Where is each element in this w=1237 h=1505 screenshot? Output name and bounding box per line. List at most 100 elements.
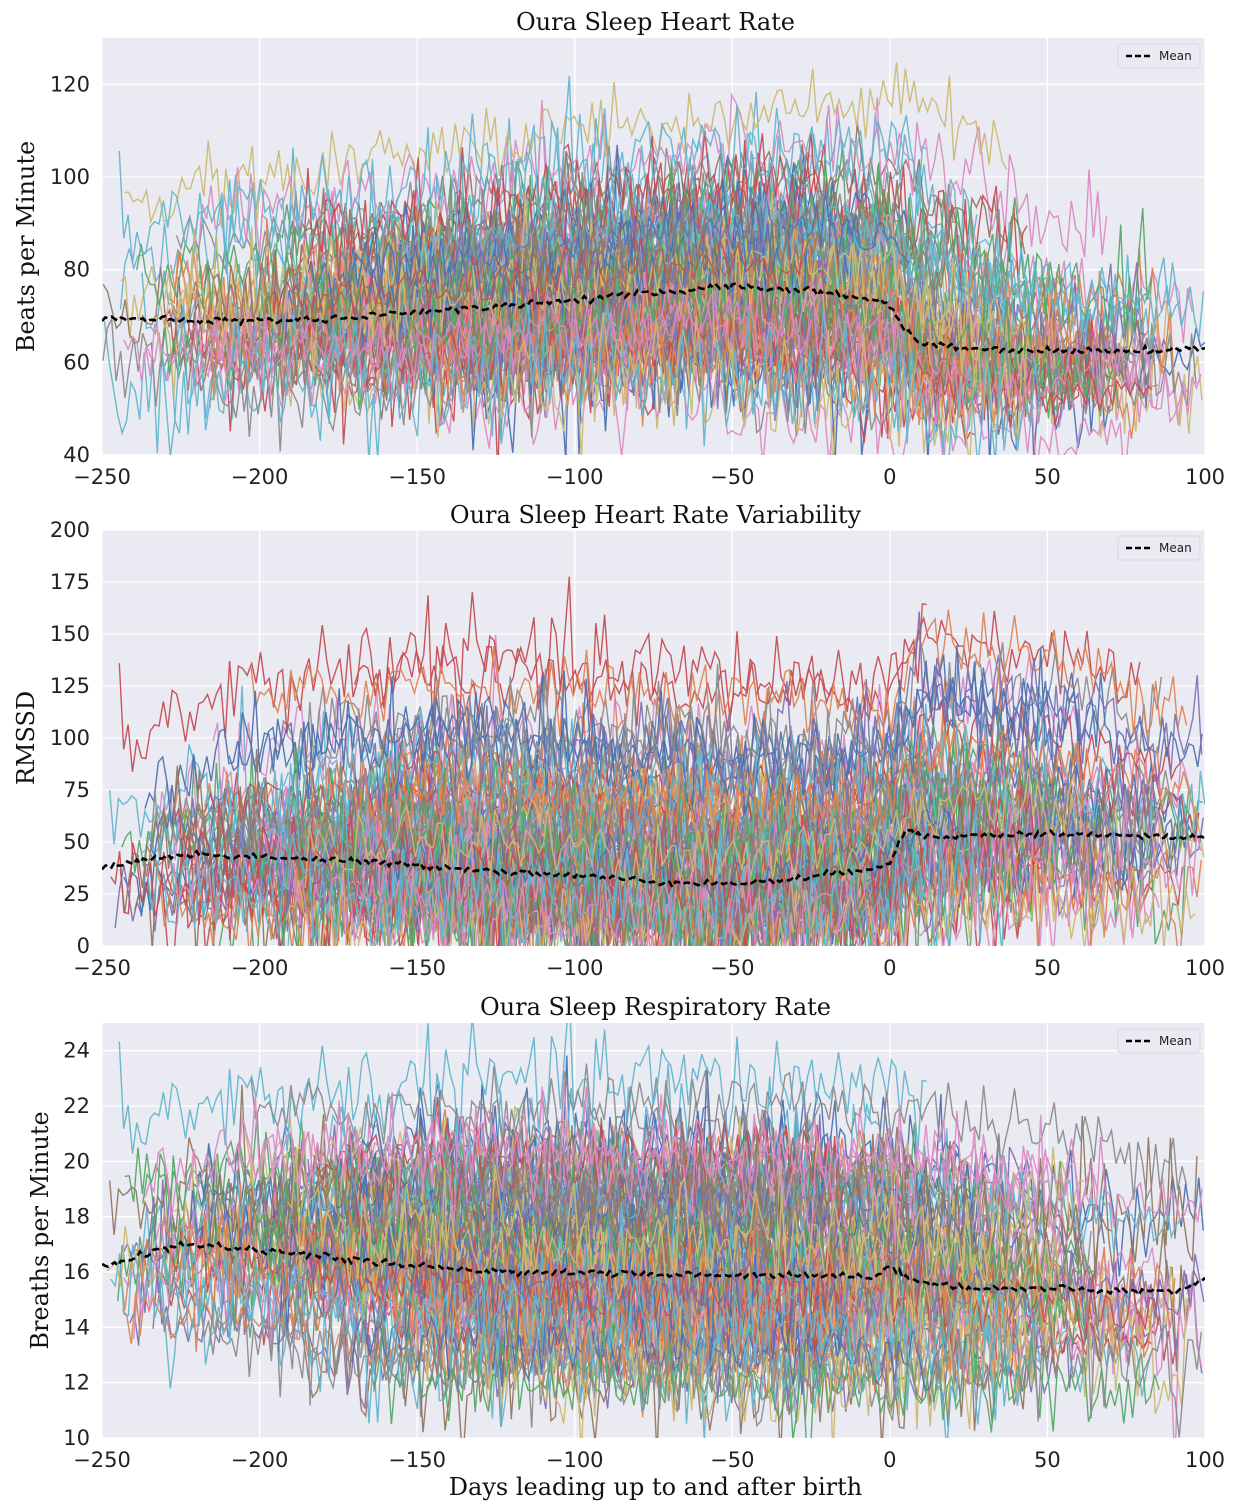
individual-series-line <box>118 1023 927 1165</box>
individual-series-group <box>102 62 1205 455</box>
x-tick-label: −250 <box>73 465 131 489</box>
individual-series-line <box>279 1116 1045 1269</box>
x-tick-label: −250 <box>73 1448 131 1472</box>
individual-series-line <box>307 139 825 281</box>
individual-series-line <box>203 187 832 340</box>
x-tick-label: −200 <box>231 465 289 489</box>
individual-series-line <box>163 779 1008 946</box>
individual-series-line <box>348 190 910 299</box>
mean-series-line <box>102 1240 1205 1298</box>
individual-series-line <box>353 610 1141 727</box>
individual-series-line <box>285 846 1196 946</box>
individual-series-line <box>411 611 1203 830</box>
chart-panel-1: −250 −200 −150 −100 −50 0 50 100 40 60 80 100 120 Our… <box>12 8 1225 489</box>
x-tick-label: 50 <box>1034 1448 1061 1472</box>
individual-series-line <box>348 742 910 841</box>
individual-series-line <box>479 312 1028 455</box>
y-tick-label: 40 <box>63 443 90 467</box>
individual-series-line <box>269 229 805 336</box>
y-tick-label: 14 <box>63 1315 90 1339</box>
y-tick-label: 60 <box>63 350 90 374</box>
individual-series-group <box>109 576 1205 946</box>
chart-title: Oura Sleep Heart Rate <box>516 8 795 36</box>
individual-series-line <box>110 1244 1042 1382</box>
y-axis-label: Breaths per Minute <box>26 1111 54 1349</box>
y-tick-label: 80 <box>63 258 90 282</box>
individual-series-line <box>173 784 1045 931</box>
x-tick-label: 100 <box>1185 1448 1225 1472</box>
y-axis-label: RMSSD <box>12 691 40 785</box>
legend-frame <box>1117 1028 1201 1054</box>
y-tick-label: 50 <box>63 830 90 854</box>
x-axis-label: Days leading up to and after birth <box>449 1473 862 1501</box>
individual-series-line <box>160 302 1041 455</box>
individual-series-line <box>342 735 1191 891</box>
x-tick-label: −200 <box>231 956 289 980</box>
chart-panel-3: −250 −200 −150 −100 −50 0 50 100 10 12 14 16 18 20 22 2… <box>26 993 1225 1501</box>
legend-frame <box>1117 535 1201 561</box>
x-tick-label: 0 <box>883 465 896 489</box>
y-axis-label: Beats per Minute <box>12 141 40 352</box>
individual-series-line <box>118 75 928 265</box>
individual-series-group <box>106 1023 1205 1438</box>
y-tick-label: 175 <box>50 570 90 594</box>
legend: Mean <box>1117 535 1201 561</box>
x-tick-label: 0 <box>883 1448 896 1472</box>
individual-series-line <box>469 1121 803 1248</box>
y-tick-label: 10 <box>63 1426 90 1450</box>
x-tick-label: −150 <box>388 465 446 489</box>
y-tick-label: 100 <box>50 165 90 189</box>
individual-series-line <box>286 1147 1061 1300</box>
x-tick-label: −250 <box>73 956 131 980</box>
y-tick-label: 16 <box>63 1260 90 1284</box>
individual-series-line <box>452 663 908 817</box>
x-tick-label: −100 <box>546 1448 604 1472</box>
x-tick-label: −50 <box>710 465 754 489</box>
y-tick-label: 22 <box>63 1094 90 1118</box>
legend: Mean <box>1117 1028 1201 1054</box>
individual-series-line <box>252 795 850 946</box>
chart-panel-2: −250 −200 −150 −100 −50 0 50 100 0 25 50 75 100 125 15… <box>12 501 1225 980</box>
x-tick-label: 50 <box>1034 956 1061 980</box>
mean-series-line <box>102 828 1205 890</box>
individual-series-line <box>155 1228 1202 1438</box>
chart-title: Oura Sleep Respiratory Rate <box>480 993 831 1021</box>
y-tick-label: 25 <box>63 882 90 906</box>
y-tick-label: 150 <box>50 622 90 646</box>
individual-series-line <box>423 1221 1017 1366</box>
y-tick-label: 200 <box>50 518 90 542</box>
x-tick-label: −50 <box>710 956 754 980</box>
individual-series-line <box>304 768 1083 889</box>
legend-label-mean: Mean <box>1159 49 1192 63</box>
x-tick-label: 0 <box>883 956 896 980</box>
x-tick-label: −150 <box>388 1448 446 1472</box>
y-tick-label: 24 <box>63 1039 90 1063</box>
individual-series-line <box>228 1113 1051 1209</box>
chart-title: Oura Sleep Heart Rate Variability <box>450 501 862 529</box>
y-tick-label: 20 <box>63 1149 90 1173</box>
legend: Mean <box>1117 43 1201 69</box>
y-tick-label: 125 <box>50 674 90 698</box>
x-tick-label: −100 <box>546 465 604 489</box>
individual-series-line <box>479 1297 1028 1438</box>
individual-series-line <box>144 645 1099 842</box>
legend-label-mean: Mean <box>1159 541 1192 555</box>
y-tick-label: 100 <box>50 726 90 750</box>
legend-frame <box>1117 43 1201 69</box>
x-tick-label: 50 <box>1034 465 1061 489</box>
x-tick-label: 100 <box>1185 465 1225 489</box>
individual-series-line <box>460 1235 1160 1353</box>
x-tick-label: 100 <box>1185 956 1225 980</box>
individual-series-line <box>469 717 803 847</box>
y-tick-label: 75 <box>63 778 90 802</box>
individual-series-line <box>305 727 1198 859</box>
x-tick-label: −100 <box>546 956 604 980</box>
individual-series-line <box>144 1080 1099 1245</box>
y-tick-label: 12 <box>63 1371 90 1395</box>
mean-series-line <box>102 282 1205 355</box>
x-tick-label: −50 <box>710 1448 754 1472</box>
individual-series-line <box>250 1063 1188 1201</box>
individual-series-line <box>290 1249 839 1321</box>
individual-series-line <box>395 1236 1192 1430</box>
